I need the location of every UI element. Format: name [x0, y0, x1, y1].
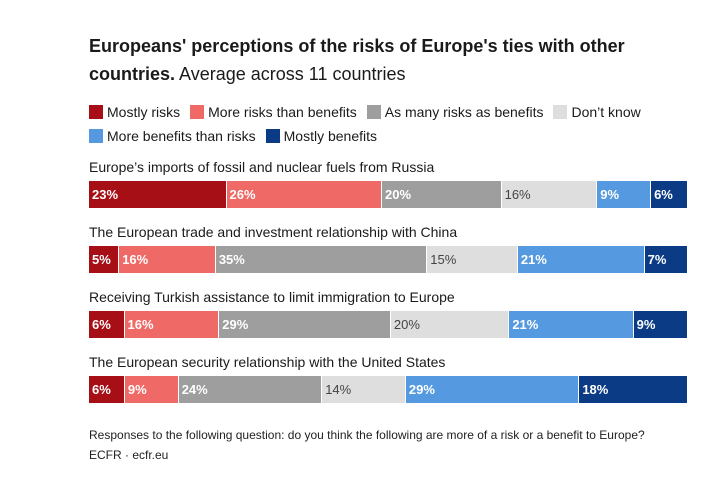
- bar-segment: 20%: [390, 311, 510, 338]
- bar-segment: 15%: [427, 246, 518, 273]
- legend-label: Don’t know: [571, 104, 641, 120]
- bar-segment: 6%: [89, 376, 125, 403]
- legend-item: Don’t know: [553, 100, 641, 124]
- legend-swatch: [366, 105, 381, 119]
- bar-segment: 6%: [651, 181, 687, 208]
- legend-label: Mostly benefits: [283, 128, 377, 144]
- legend-swatch: [89, 105, 103, 119]
- bar-segment: 6%: [89, 311, 125, 338]
- bar-segment: 16%: [501, 181, 598, 208]
- footer-source: ECFR · ecfr.eu: [89, 448, 169, 462]
- chart-legend: Mostly risks More risks than benefits As m…: [89, 100, 689, 148]
- chart-row: The European security relationship with …: [89, 352, 687, 403]
- bar-segment: 35%: [215, 246, 428, 273]
- bar-segment: 9%: [633, 311, 687, 338]
- category-label: The European security relationship with …: [89, 354, 446, 370]
- legend-label: More risks than benefits: [208, 104, 357, 120]
- bar-segment: 21%: [517, 246, 645, 273]
- legend-item: As many risks as benefits: [366, 100, 544, 124]
- chart-row: Receiving Turkish assistance to limit im…: [89, 287, 687, 338]
- bar-segment: 14%: [322, 376, 406, 403]
- bar-segment: 18%: [579, 376, 687, 403]
- stacked-bar: 6% 16% 29% 20% 21% 9%: [89, 311, 687, 338]
- chart-row: Europe’s imports of fossil and nuclear f…: [89, 157, 687, 208]
- legend-swatch: [190, 105, 205, 119]
- bar-segment: 20%: [382, 181, 502, 208]
- chart-title: Europeans' perceptions of the risks of E…: [89, 32, 689, 88]
- stacked-bar: 6% 9% 24% 14% 29% 18%: [89, 376, 687, 403]
- bar-segment: 29%: [405, 376, 580, 403]
- bar-segment: 16%: [124, 311, 220, 338]
- legend-label: As many risks as benefits: [384, 104, 544, 120]
- chart-footer: Responses to the following question: do …: [89, 425, 645, 465]
- legend-item: More risks than benefits: [190, 100, 357, 124]
- title-subtitle: Average across 11 countries: [179, 64, 406, 84]
- legend-label: Mostly risks: [107, 104, 181, 120]
- title-bold: Europeans' perceptions of the risks of E…: [89, 36, 625, 84]
- bar-segment: 7%: [644, 246, 687, 273]
- footer-note: Responses to the following question: do …: [89, 428, 645, 442]
- bar-segment: 9%: [124, 376, 179, 403]
- bar-segment: 21%: [509, 311, 634, 338]
- category-label: Europe’s imports of fossil and nuclear f…: [89, 159, 435, 175]
- legend-swatch: [553, 105, 568, 119]
- legend-item: More benefits than risks: [89, 124, 256, 148]
- bar-segment: 26%: [226, 181, 382, 208]
- bar-segment: 9%: [597, 181, 652, 208]
- bar-segment: 29%: [219, 311, 391, 338]
- legend-swatch: [89, 129, 103, 143]
- legend-label: More benefits than risks: [107, 128, 256, 144]
- stacked-bar: 23% 26% 20% 16% 9% 6%: [89, 181, 687, 208]
- bar-segment: 23%: [89, 181, 227, 208]
- legend-swatch: [265, 129, 280, 143]
- category-label: The European trade and investment relati…: [89, 224, 458, 240]
- category-label: Receiving Turkish assistance to limit im…: [89, 289, 455, 305]
- legend-item: Mostly benefits: [265, 124, 377, 148]
- bar-segment: 5%: [89, 246, 120, 273]
- legend-item: Mostly risks: [89, 100, 180, 124]
- bar-segment: 24%: [178, 376, 323, 403]
- bar-segment: 16%: [119, 246, 216, 273]
- stacked-bar: 5% 16% 35% 15% 21% 7%: [89, 246, 687, 273]
- chart-row: The European trade and investment relati…: [89, 222, 687, 273]
